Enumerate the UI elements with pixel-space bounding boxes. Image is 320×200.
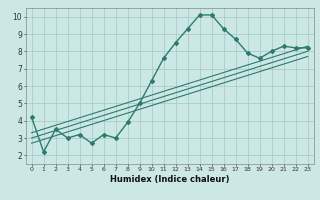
- X-axis label: Humidex (Indice chaleur): Humidex (Indice chaleur): [110, 175, 229, 184]
